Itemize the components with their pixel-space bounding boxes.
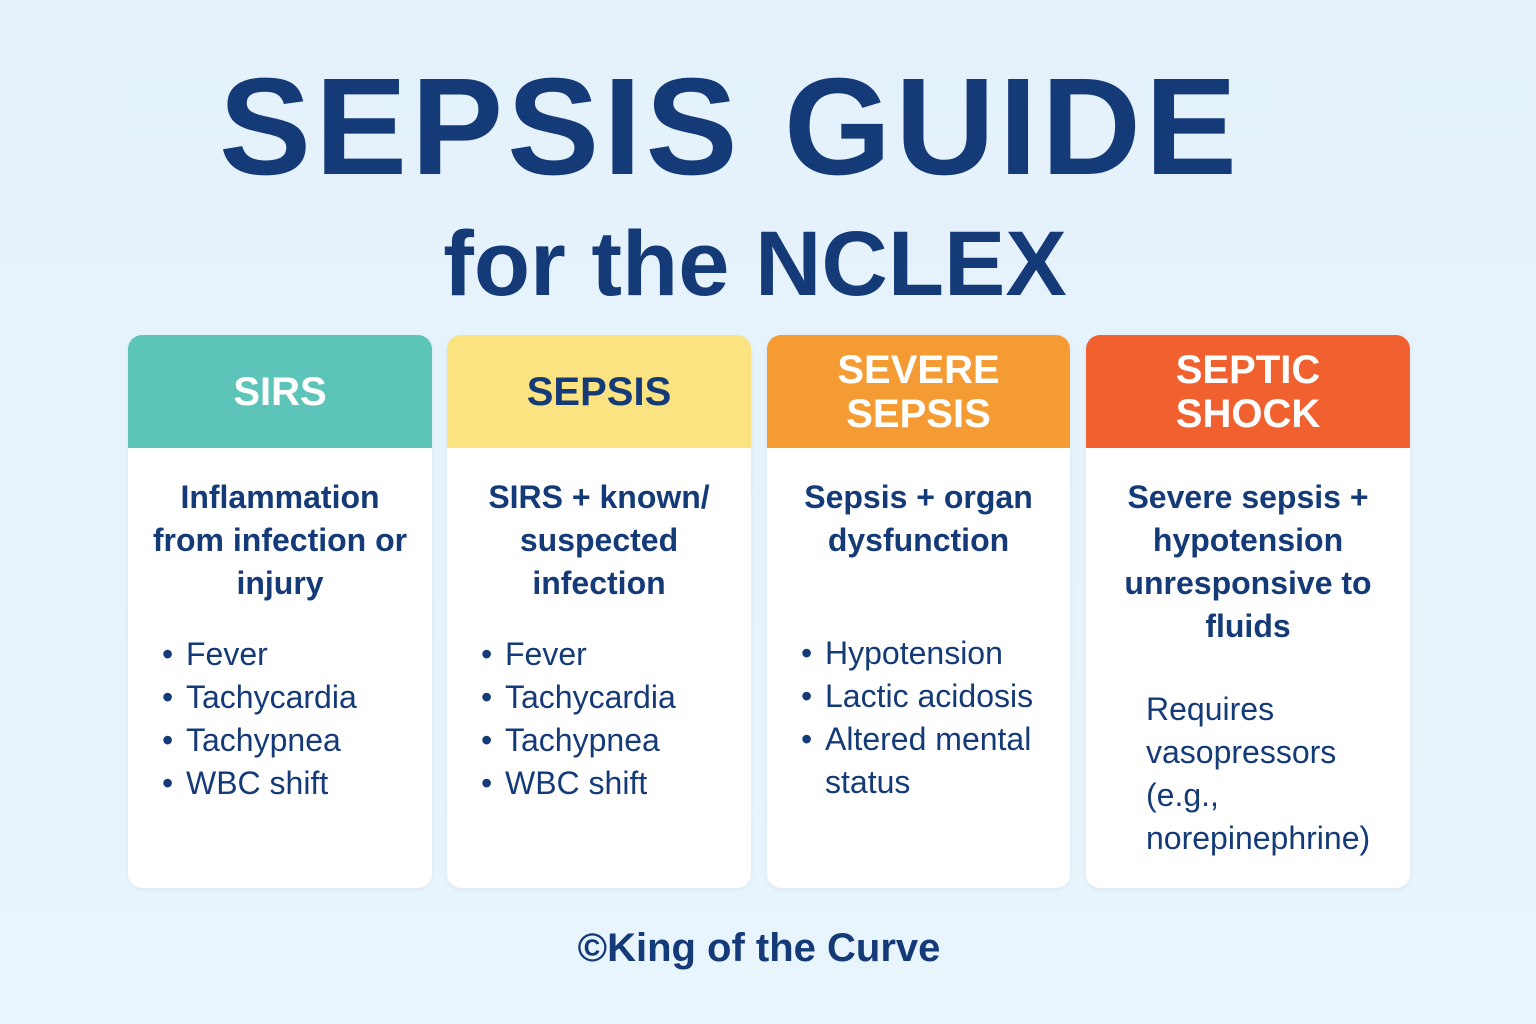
card: SIRS Inflammation from infection or injur… — [128, 335, 432, 888]
bullet-list: FeverTachycardiaTachypneaWBC shift — [447, 633, 751, 805]
bullet-item: WBC shift — [162, 762, 432, 805]
card-description: Severe sepsis + hypotension unresponsive… — [1124, 479, 1372, 644]
card: SEPTIC SHOCK Severe sepsis + hypotension … — [1086, 335, 1410, 888]
card-description: Sepsis + organ dysfunction — [804, 479, 1033, 558]
footer: ©King of the Curve — [577, 926, 941, 970]
card-title: SEPSIS — [526, 369, 672, 414]
card-title: SIRS — [233, 369, 327, 414]
subtitle: for the NCLEX — [443, 213, 1067, 315]
card-description: Inflammation from infection or injury — [152, 479, 408, 601]
card-title: SEPTIC SHOCK — [1175, 347, 1321, 436]
title: SEPSIS GUIDE — [219, 50, 1241, 204]
card-description: SIRS + known/ suspected infection — [488, 479, 710, 601]
bullet-item: Tachycardia — [162, 676, 432, 719]
bullet-item: Fever — [481, 633, 751, 676]
card-header: SIRS — [128, 335, 432, 448]
bullet-item: Tachycardia — [481, 676, 751, 719]
bullet-item: Altered mental status — [801, 718, 1055, 804]
bullet-item: Hypotension — [801, 632, 1055, 675]
bullet-item: Lactic acidosis — [801, 675, 1055, 718]
bullet-item: Tachypnea — [162, 719, 432, 762]
card: SEPSIS SIRS + known/ suspected infection F… — [447, 335, 751, 888]
bullet-item: Fever — [162, 633, 432, 676]
card-header: SEVERE SEPSIS — [767, 335, 1070, 448]
card-note: Requires vasopressors (e.g., norepinephr… — [1146, 691, 1371, 856]
bullet-list: HypotensionLactic acidosisAltered mental… — [767, 632, 1070, 804]
card-header: SEPSIS — [447, 335, 751, 448]
card: SEVERE SEPSIS Sepsis + organ dysfunction H… — [767, 335, 1070, 888]
bullet-item: WBC shift — [481, 762, 751, 805]
card-title: SEVERE SEPSIS — [837, 347, 1000, 436]
bullet-list: FeverTachycardiaTachypneaWBC shift — [128, 633, 432, 805]
card-header: SEPTIC SHOCK — [1086, 335, 1410, 448]
bullet-item: Tachypnea — [481, 719, 751, 762]
